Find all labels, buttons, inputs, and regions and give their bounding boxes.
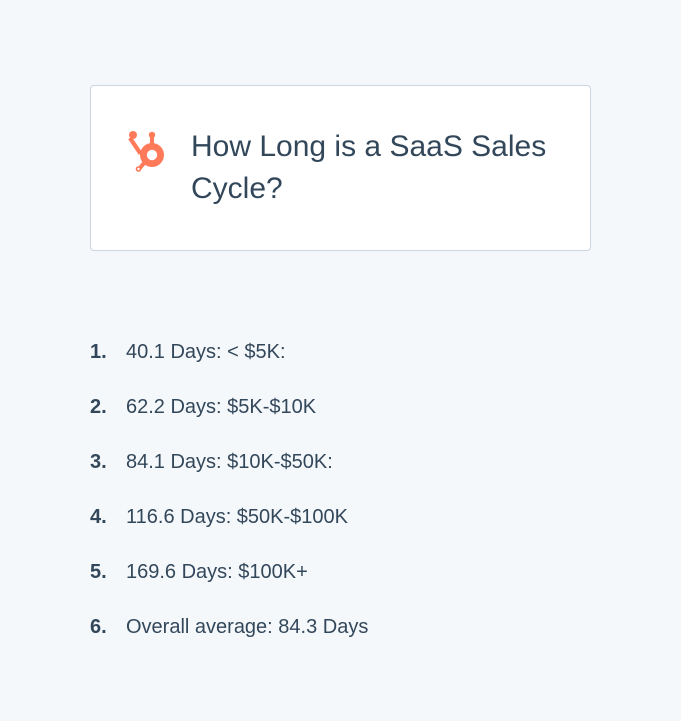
infographic-container: How Long is a SaaS Sales Cycle? 1. 40.1 …: [0, 0, 681, 639]
list-number: 6.: [90, 616, 126, 639]
list-text: Overall average: 84.3 Days: [126, 616, 368, 639]
list-item: 1. 40.1 Days: < $5K:: [90, 341, 591, 364]
list-text: 169.6 Days: $100K+: [126, 561, 308, 584]
list-item: 5. 169.6 Days: $100K+: [90, 561, 591, 584]
list-number: 2.: [90, 396, 126, 419]
list-text: 116.6 Days: $50K-$100K: [126, 506, 348, 529]
list-number: 5.: [90, 561, 126, 584]
hubspot-logo-icon: [127, 130, 167, 177]
list-text: 84.1 Days: $10K-$50K:: [126, 451, 333, 474]
list-item: 2. 62.2 Days: $5K-$10K: [90, 396, 591, 419]
list-item: 3. 84.1 Days: $10K-$50K:: [90, 451, 591, 474]
list-text: 40.1 Days: < $5K:: [126, 341, 286, 364]
card-title: How Long is a SaaS Sales Cycle?: [191, 126, 554, 210]
list-number: 1.: [90, 341, 126, 364]
list-item: 4. 116.6 Days: $50K-$100K: [90, 506, 591, 529]
list-item: 6. Overall average: 84.3 Days: [90, 616, 591, 639]
list-number: 4.: [90, 506, 126, 529]
list-number: 3.: [90, 451, 126, 474]
title-card: How Long is a SaaS Sales Cycle?: [90, 85, 591, 251]
list-text: 62.2 Days: $5K-$10K: [126, 396, 316, 419]
ordered-list: 1. 40.1 Days: < $5K: 2. 62.2 Days: $5K-$…: [90, 251, 591, 639]
